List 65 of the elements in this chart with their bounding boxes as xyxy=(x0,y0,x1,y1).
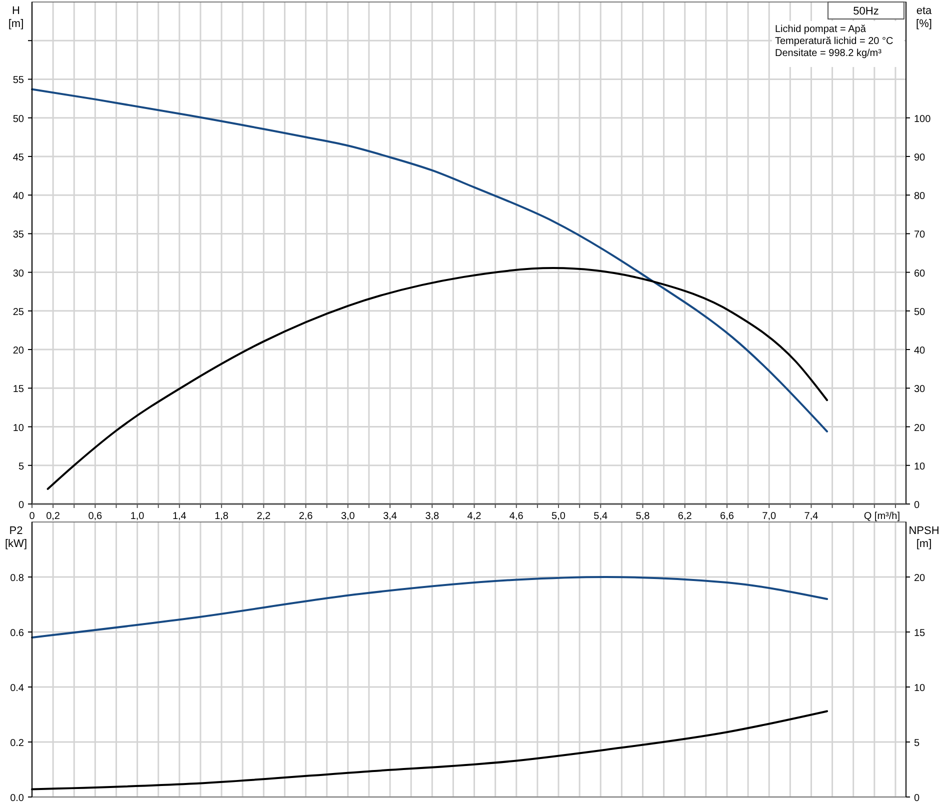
line-series xyxy=(31,88,828,432)
x-tick-label: 4,2 xyxy=(467,511,482,522)
y-tick-label: 5 xyxy=(18,461,24,472)
x-tick-label: 7,0 xyxy=(762,511,776,522)
y2-tick-label: 80 xyxy=(914,191,926,202)
x-tick-label: 0,6 xyxy=(88,511,103,522)
x-tick-label: 5,8 xyxy=(636,511,650,522)
x-tick-label: 3,4 xyxy=(383,511,398,522)
x-tick-label: 3,0 xyxy=(340,511,356,522)
y2-tick-label: 5 xyxy=(914,738,920,749)
y2-tick-label: 0 xyxy=(914,793,920,804)
y2-tick-label: 10 xyxy=(914,461,926,472)
y-tick-label: 10 xyxy=(12,422,24,434)
y-axis-title: P2 [kW] xyxy=(5,525,27,550)
x-tick-label: 4,6 xyxy=(509,511,524,522)
x-tick-label: 0,2 xyxy=(46,511,60,522)
y-axis-title: H [m] xyxy=(8,5,24,30)
x-axis-title: Q [m³/h] xyxy=(864,511,900,522)
y-tick-label: 25 xyxy=(12,306,24,318)
x-tick-label: 1,0 xyxy=(130,511,145,522)
x-tick-label: 3,8 xyxy=(425,511,440,522)
x-tick-label: 0 xyxy=(29,511,36,522)
y2-tick-label: 60 xyxy=(914,268,926,280)
x-tick-label: 6,2 xyxy=(678,511,692,522)
x-tick-label: 2,6 xyxy=(298,511,314,522)
y-tick-label: 0.4 xyxy=(10,683,24,694)
annotation: Densitate = 998.2 kg/m³ xyxy=(775,48,882,59)
x-tick-label: 5,4 xyxy=(594,511,608,522)
chart-title: 50Hz xyxy=(853,6,879,18)
line-series xyxy=(31,576,828,638)
y2-tick-label: 15 xyxy=(914,628,926,639)
y-tick-label: 0.0 xyxy=(10,793,24,804)
y2-tick-label: 70 xyxy=(914,230,926,241)
y-tick-label: 50 xyxy=(12,114,24,125)
y2-axis-title: NPSH [m] xyxy=(908,525,940,550)
y-tick-label: 15 xyxy=(12,384,24,396)
y-tick-label: 0.6 xyxy=(10,628,24,639)
y2-tick-label: 20 xyxy=(914,573,926,584)
line-series xyxy=(46,267,828,490)
x-tick-label: 6,6 xyxy=(720,511,734,522)
y-tick-label: 30 xyxy=(12,268,24,280)
x-tick-label: 1,8 xyxy=(214,511,229,522)
y2-tick-label: 100 xyxy=(914,114,932,125)
x-tick-label: 7,4 xyxy=(804,511,819,522)
x-tick-label: 1,4 xyxy=(172,511,187,522)
x-tick-label: 5,0 xyxy=(552,511,566,522)
y2-tick-label: 10 xyxy=(914,683,926,694)
y2-tick-label: 20 xyxy=(914,422,926,434)
y-tick-label: 20 xyxy=(12,346,24,357)
y-tick-label: 0.8 xyxy=(10,573,24,584)
y-tick-label: 0.2 xyxy=(10,738,24,749)
y2-tick-label: 0 xyxy=(914,500,920,511)
y2-tick-label: 40 xyxy=(914,346,926,357)
x-tick-label: 2,2 xyxy=(256,511,272,522)
y2-tick-label: 30 xyxy=(914,384,926,396)
y-tick-label: 35 xyxy=(12,230,24,241)
y2-axis-title: eta [%] xyxy=(916,5,933,30)
annotation: Lichid pompat = Apă xyxy=(775,24,866,35)
y-tick-label: 40 xyxy=(12,191,24,202)
y2-tick-label: 50 xyxy=(914,306,926,318)
y-tick-label: 0 xyxy=(18,500,24,511)
y-tick-label: 55 xyxy=(12,75,24,86)
annotation: Temperatură lichid = 20 °C xyxy=(775,36,894,47)
y2-tick-label: 90 xyxy=(914,152,926,164)
y-tick-label: 45 xyxy=(12,152,24,164)
